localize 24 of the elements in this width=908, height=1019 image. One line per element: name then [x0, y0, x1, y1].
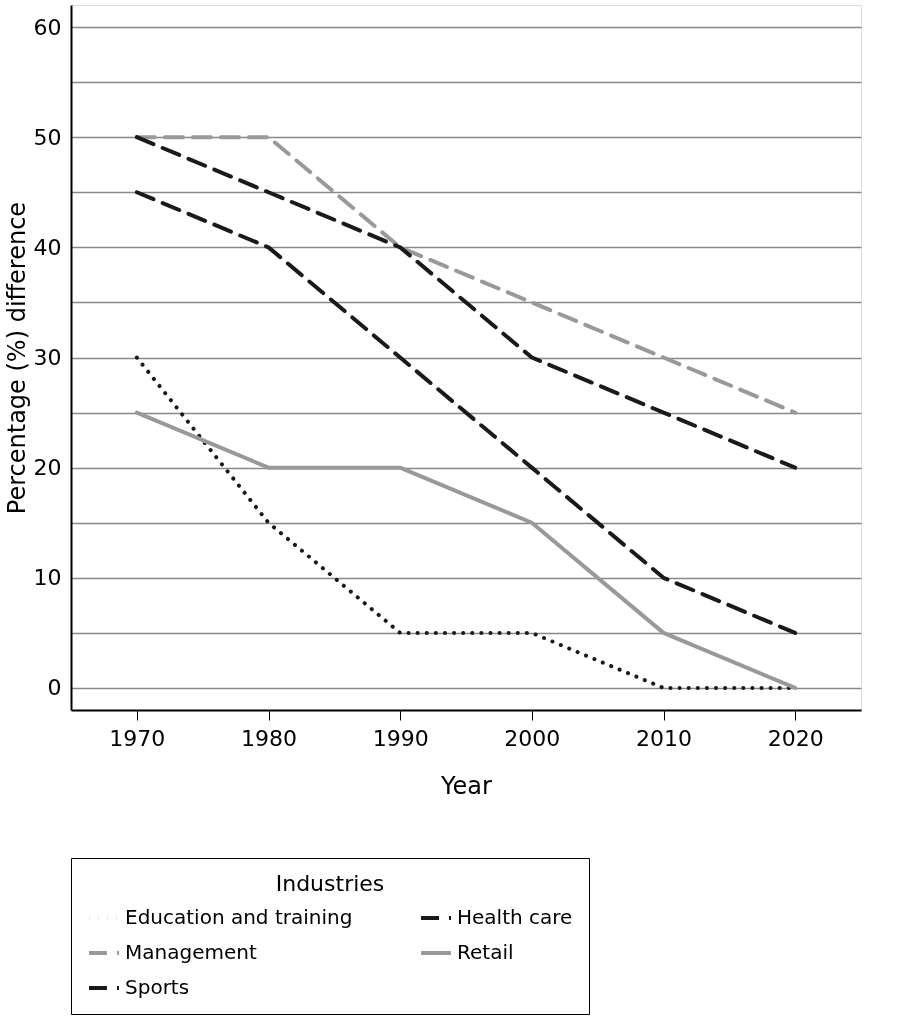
line-series [134, 135, 798, 470]
y-tick-label: 0 [47, 675, 62, 701]
x-tick-label: 2010 [636, 725, 692, 751]
legend-label: Health care [457, 905, 573, 929]
x-tick-label: 2020 [767, 725, 824, 751]
y-tick-label: 60 [33, 14, 62, 40]
legend-label: Sports [125, 975, 190, 999]
legend-label: Management [125, 940, 257, 964]
y-tick-label: 10 [33, 565, 62, 591]
line-series [134, 410, 798, 690]
legend-title: Industries [275, 871, 385, 896]
y-tick-label: 30 [33, 345, 62, 370]
y-tick-label: 50 [33, 124, 62, 150]
y-tick-label: 40 [33, 234, 62, 260]
x-tick-label: 1990 [372, 725, 429, 751]
legend-label: Education and training [125, 905, 353, 929]
legend-label: Retail [457, 940, 514, 964]
y-tick-label: 20 [33, 455, 62, 481]
x-axis-title: Year [440, 771, 493, 800]
line-series [134, 190, 798, 635]
x-tick-label: 1970 [109, 725, 166, 751]
x-tick-label: 1980 [241, 725, 297, 751]
y-axis-title: Percentage (%) difference [2, 201, 31, 515]
x-tick-label: 2000 [504, 725, 561, 751]
